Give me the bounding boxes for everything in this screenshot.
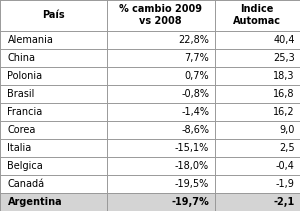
Bar	[0, 67, 300, 85]
Circle shape	[112, 117, 152, 145]
Text: China: China	[8, 53, 35, 63]
Text: -18,0%: -18,0%	[175, 161, 209, 171]
Text: Indice
Automac: Indice Automac	[233, 4, 281, 27]
Text: Polonia: Polonia	[8, 71, 43, 81]
Text: 9,0: 9,0	[279, 125, 295, 135]
Bar	[0, 85, 300, 103]
Text: Belgica: Belgica	[8, 161, 43, 171]
Bar	[0, 0, 300, 31]
Text: Argentina: Argentina	[8, 197, 62, 207]
Text: 18,3: 18,3	[273, 71, 295, 81]
Text: Canadá: Canadá	[8, 179, 45, 189]
Bar	[0, 31, 300, 49]
Text: Francia: Francia	[8, 107, 43, 117]
Text: Italia: Italia	[8, 143, 32, 153]
Bar	[0, 193, 300, 211]
Text: -19,7%: -19,7%	[171, 197, 209, 207]
Text: 2,5: 2,5	[279, 143, 295, 153]
Text: 16,2: 16,2	[273, 107, 295, 117]
Bar	[0, 121, 300, 139]
Text: 7,7%: 7,7%	[184, 53, 209, 63]
Text: -19,5%: -19,5%	[175, 179, 209, 189]
Bar	[0, 103, 300, 121]
Text: 22,8%: 22,8%	[178, 35, 209, 45]
Text: Corea: Corea	[8, 125, 36, 135]
Text: -8,6%: -8,6%	[181, 125, 209, 135]
Text: % cambio 2009
vs 2008: % cambio 2009 vs 2008	[119, 4, 202, 27]
Text: -0,4: -0,4	[276, 161, 295, 171]
Text: -0,8%: -0,8%	[181, 89, 209, 99]
Bar	[0, 49, 300, 67]
Text: -2,1: -2,1	[273, 197, 295, 207]
Bar	[0, 139, 300, 157]
Text: -15,1%: -15,1%	[175, 143, 209, 153]
Circle shape	[220, 117, 260, 145]
Text: 40,4: 40,4	[273, 35, 295, 45]
Text: 16,8: 16,8	[273, 89, 295, 99]
Bar	[0, 175, 300, 193]
Text: -1,4%: -1,4%	[181, 107, 209, 117]
Text: Brasil: Brasil	[8, 89, 35, 99]
Ellipse shape	[96, 91, 276, 137]
Text: -1,9: -1,9	[276, 179, 295, 189]
Text: 0,7%: 0,7%	[184, 71, 209, 81]
Text: Alemania: Alemania	[8, 35, 53, 45]
Ellipse shape	[135, 76, 225, 106]
Bar	[0, 157, 300, 175]
Text: 25,3: 25,3	[273, 53, 295, 63]
Text: País: País	[42, 10, 64, 20]
